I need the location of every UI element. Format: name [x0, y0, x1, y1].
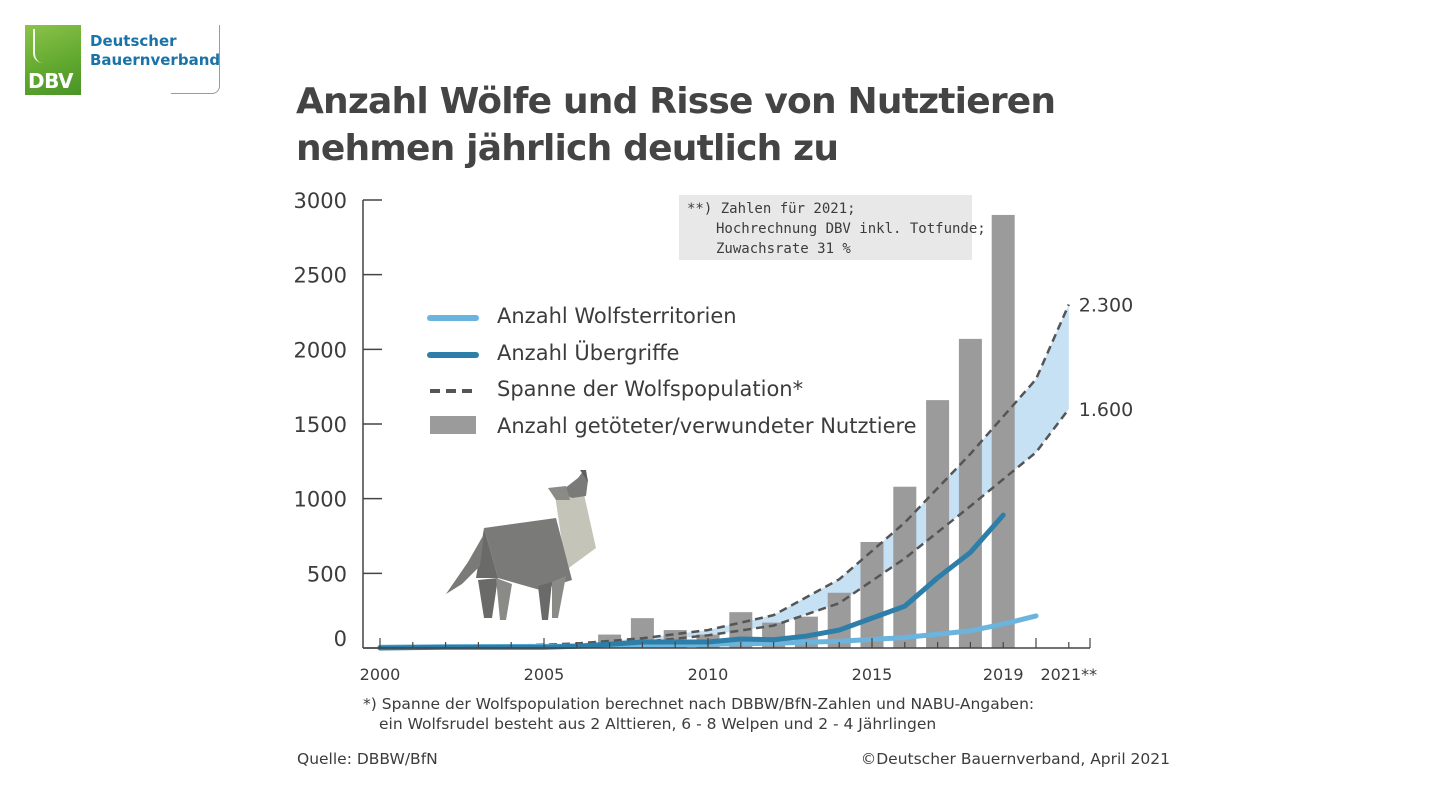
title-line-2: nehmen jährlich deutlich zu — [296, 128, 839, 169]
x-tick-label-2015: 2015 — [852, 665, 893, 684]
note-box: **) Zahlen für 2021; Hochrechnung DBV in… — [679, 195, 986, 260]
legend: Anzahl Wolfsterritorien Anzahl Übergriff… — [427, 304, 917, 438]
logo-frame — [171, 25, 220, 94]
y-tick-label-1500: 1500 — [294, 413, 347, 437]
axes: 0 500 1000 1500 2000 2500 3000 2000 2005 2010 2015… — [294, 189, 1098, 684]
legend-label-bars: Anzahl getöteter/verwundeter Nutztiere — [497, 414, 917, 438]
legend-label-territories: Anzahl Wolfsterritorien — [497, 304, 737, 328]
note-line-3: Zuwachsrate 31 % — [716, 241, 851, 257]
y-tick-label-2000: 2000 — [294, 338, 347, 362]
footnote: *) Spanne der Wolfspopulation berechnet … — [363, 694, 1034, 734]
source: Quelle: DBBW/BfN — [297, 750, 438, 768]
x-tick-label-2010: 2010 — [688, 665, 729, 684]
y-tick-label-2500: 2500 — [294, 264, 347, 288]
bar-2018 — [958, 338, 982, 648]
bar-2016 — [893, 486, 917, 648]
logo-abbr: DBV — [28, 69, 74, 93]
annotations: 2.300 1.600 — [1079, 295, 1133, 422]
y-tick-label-3000: 3000 — [294, 189, 347, 213]
bar-2014 — [827, 592, 851, 648]
note-background — [679, 195, 972, 260]
logo-line-2: Bauernverband — [90, 51, 221, 69]
copyright: ©Deutscher Bauernverband, April 2021 — [860, 750, 1170, 768]
note-line-2: Hochrechnung DBV inkl. Totfunde; — [716, 221, 986, 237]
legend-label-attacks: Anzahl Übergriffe — [497, 340, 679, 365]
x-tick-label-2005: 2005 — [524, 665, 565, 684]
title-line-1: Anzahl Wölfe und Risse von Nutztieren — [296, 81, 1056, 122]
bar-2017 — [926, 400, 950, 648]
y-tick-label-500: 500 — [307, 562, 347, 586]
x-tick-label-2021: 2021** — [1040, 665, 1097, 684]
bar-2019 — [991, 214, 1015, 648]
annotation-0: 2.300 — [1079, 295, 1133, 317]
wolf-howling-icon — [446, 470, 596, 620]
legend-label-range: Spanne der Wolfspopulation* — [497, 377, 803, 401]
leaf-icon — [33, 29, 43, 63]
x-tick-label-2000: 2000 — [360, 665, 401, 684]
logo-line-1: Deutscher — [90, 32, 177, 50]
y-tick-label-0: 0 — [334, 627, 347, 651]
note-line-1: **) Zahlen für 2021; — [687, 201, 856, 217]
footnote-line-1: *) Spanne der Wolfspopulation berechnet … — [363, 695, 1035, 713]
logo-text: Deutscher Bauernverband — [90, 32, 220, 70]
y-tick-label-1000: 1000 — [294, 488, 347, 512]
bar-2015 — [860, 541, 884, 648]
logo-mark: DBV — [25, 25, 81, 95]
page-title: Anzahl Wölfe und Risse von Nutztieren ne… — [296, 78, 1196, 172]
legend-swatch-bars — [430, 416, 476, 434]
annotation-1: 1.600 — [1079, 399, 1133, 421]
x-tick-label-2019: 2019 — [983, 665, 1024, 684]
footnote-line-2: ein Wolfsrudel besteht aus 2 Alttieren, … — [379, 715, 937, 733]
dbv-logo: DBV Deutscher Bauernverband — [25, 25, 221, 97]
